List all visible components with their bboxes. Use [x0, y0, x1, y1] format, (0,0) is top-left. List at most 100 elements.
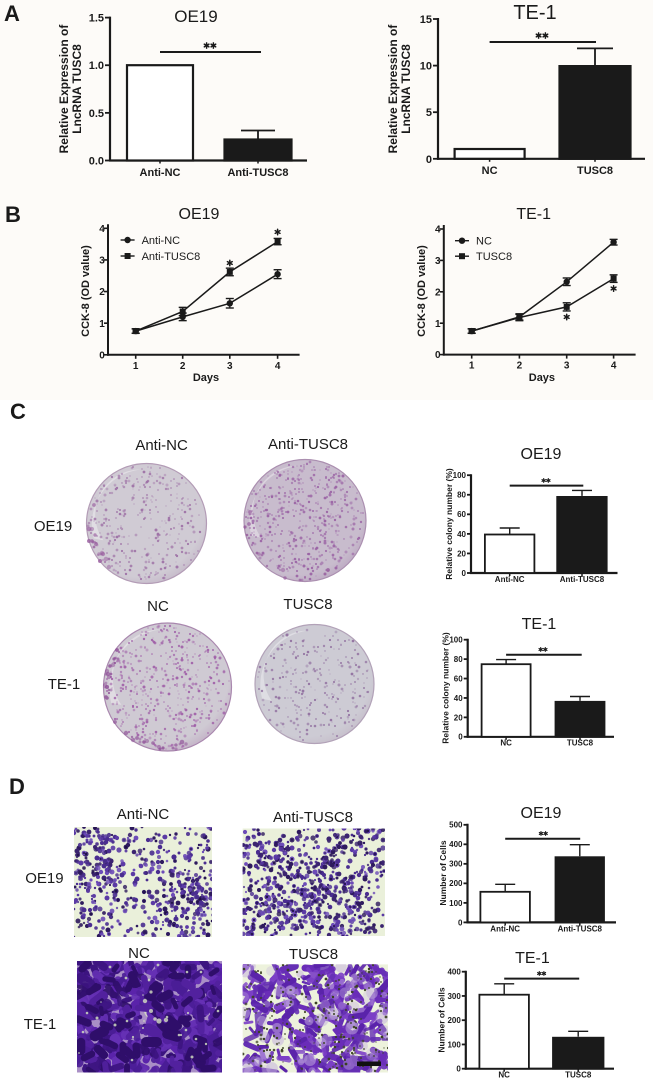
svg-text:OE19: OE19 [25, 870, 63, 887]
svg-text:40: 40 [457, 530, 466, 539]
svg-text:60: 60 [457, 510, 466, 519]
svg-text:Anti-NC: Anti-NC [142, 235, 181, 247]
svg-text:TE-1: TE-1 [522, 616, 557, 633]
svg-text:3: 3 [435, 256, 441, 267]
svg-text:1: 1 [435, 319, 441, 330]
svg-text:TE-1: TE-1 [24, 1016, 57, 1033]
svg-text:TUSC8: TUSC8 [289, 946, 338, 963]
svg-text:4: 4 [435, 225, 441, 236]
svg-text:A: A [4, 1, 20, 26]
svg-text:100: 100 [453, 471, 467, 480]
svg-text:1.5: 1.5 [89, 13, 104, 25]
svg-text:OE19: OE19 [521, 805, 562, 822]
svg-text:0.5: 0.5 [89, 108, 104, 120]
svg-text:TUSC8: TUSC8 [476, 251, 512, 263]
svg-text:B: B [5, 202, 21, 227]
svg-text:0: 0 [458, 733, 463, 742]
svg-text:TUSC8: TUSC8 [577, 165, 613, 177]
svg-text:2: 2 [180, 361, 186, 372]
svg-text:Anti-NC: Anti-NC [495, 575, 525, 584]
svg-text:2: 2 [517, 361, 523, 372]
svg-text:100: 100 [447, 1040, 461, 1049]
svg-text:4: 4 [275, 361, 281, 372]
svg-text:Anti-NC: Anti-NC [490, 925, 520, 934]
svg-text:Anti-NC: Anti-NC [117, 806, 170, 823]
svg-text:0: 0 [458, 918, 463, 927]
svg-text:D: D [9, 774, 25, 799]
svg-text:80: 80 [457, 491, 466, 500]
svg-text:Anti-TUSC8: Anti-TUSC8 [268, 436, 348, 453]
svg-text:20: 20 [457, 549, 466, 558]
svg-text:4: 4 [611, 361, 617, 372]
svg-text:Anti-TUSC8: Anti-TUSC8 [142, 251, 201, 263]
svg-text:3: 3 [564, 361, 570, 372]
svg-text:NC: NC [500, 739, 512, 748]
svg-text:NC: NC [147, 598, 169, 615]
svg-text:NC: NC [498, 1071, 510, 1080]
svg-text:60: 60 [454, 674, 463, 683]
svg-text:CCK-8 (OD value): CCK-8 (OD value) [80, 245, 92, 337]
svg-text:OE19: OE19 [521, 446, 562, 463]
svg-text:Anti-NC: Anti-NC [135, 437, 188, 454]
svg-text:TUSC8: TUSC8 [565, 1071, 592, 1080]
svg-text:Days: Days [193, 372, 219, 384]
svg-text:TUSC8: TUSC8 [283, 596, 332, 613]
svg-text:Relative colony number (%): Relative colony number (%) [441, 632, 451, 744]
svg-text:400: 400 [447, 968, 461, 977]
svg-text:0: 0 [435, 350, 441, 361]
svg-text:20: 20 [454, 713, 463, 722]
svg-text:100: 100 [449, 899, 463, 908]
svg-text:Number of Cells: Number of Cells [438, 840, 448, 905]
svg-text:40: 40 [454, 694, 463, 703]
svg-text:2: 2 [435, 287, 441, 298]
svg-text:Days: Days [529, 372, 555, 384]
svg-text:3: 3 [99, 256, 105, 267]
svg-text:10: 10 [420, 61, 432, 73]
svg-text:TE-1: TE-1 [515, 950, 550, 967]
svg-text:NC: NC [482, 165, 498, 177]
svg-text:80: 80 [454, 655, 463, 664]
svg-text:500: 500 [449, 821, 463, 830]
svg-text:Anti-TUSC8: Anti-TUSC8 [227, 167, 288, 179]
svg-text:Anti-NC: Anti-NC [140, 167, 181, 179]
svg-text:4: 4 [99, 224, 105, 235]
svg-text:400: 400 [449, 840, 463, 849]
svg-text:Relative Expression of: Relative Expression of [57, 24, 71, 154]
svg-text:0: 0 [456, 1065, 461, 1074]
svg-text:Relative colony number (%): Relative colony number (%) [444, 468, 454, 580]
svg-text:1: 1 [133, 361, 139, 372]
svg-text:TUSC8: TUSC8 [567, 739, 594, 748]
svg-text:CCK-8 (OD value): CCK-8 (OD value) [416, 245, 428, 337]
svg-text:Relative Expression of: Relative Expression of [386, 24, 400, 154]
svg-text:1.0: 1.0 [89, 60, 104, 72]
svg-text:100: 100 [449, 636, 463, 645]
svg-text:Anti-TUSC8: Anti-TUSC8 [558, 925, 603, 934]
svg-text:Number of Cells: Number of Cells [436, 987, 446, 1052]
svg-text:OE19: OE19 [179, 206, 220, 223]
svg-text:2: 2 [99, 287, 105, 298]
svg-text:300: 300 [447, 992, 461, 1001]
svg-text:TE-1: TE-1 [48, 676, 81, 693]
svg-text:300: 300 [449, 860, 463, 869]
svg-text:0.0: 0.0 [89, 155, 104, 167]
svg-text:200: 200 [447, 1016, 461, 1025]
svg-text:TE-1: TE-1 [513, 2, 556, 24]
svg-text:Anti-TUSC8: Anti-TUSC8 [560, 575, 605, 584]
svg-text:15: 15 [420, 14, 432, 26]
svg-text:200: 200 [449, 879, 463, 888]
svg-text:3: 3 [227, 361, 233, 372]
svg-text:Anti-TUSC8: Anti-TUSC8 [273, 809, 353, 826]
svg-text:1: 1 [99, 319, 105, 330]
svg-text:TE-1: TE-1 [516, 206, 551, 223]
svg-text:1: 1 [469, 361, 475, 372]
svg-text:0: 0 [462, 569, 467, 578]
svg-text:NC: NC [476, 236, 492, 248]
svg-text:NC: NC [128, 945, 150, 962]
svg-text:LncRNA TUSC8: LncRNA TUSC8 [399, 44, 413, 134]
svg-text:OE19: OE19 [34, 518, 72, 535]
svg-text:0: 0 [426, 154, 432, 166]
svg-text:5: 5 [426, 107, 432, 119]
svg-text:OE19: OE19 [174, 7, 217, 26]
svg-text:0: 0 [99, 350, 105, 361]
svg-text:LncRNA TUSC8: LncRNA TUSC8 [70, 44, 84, 134]
